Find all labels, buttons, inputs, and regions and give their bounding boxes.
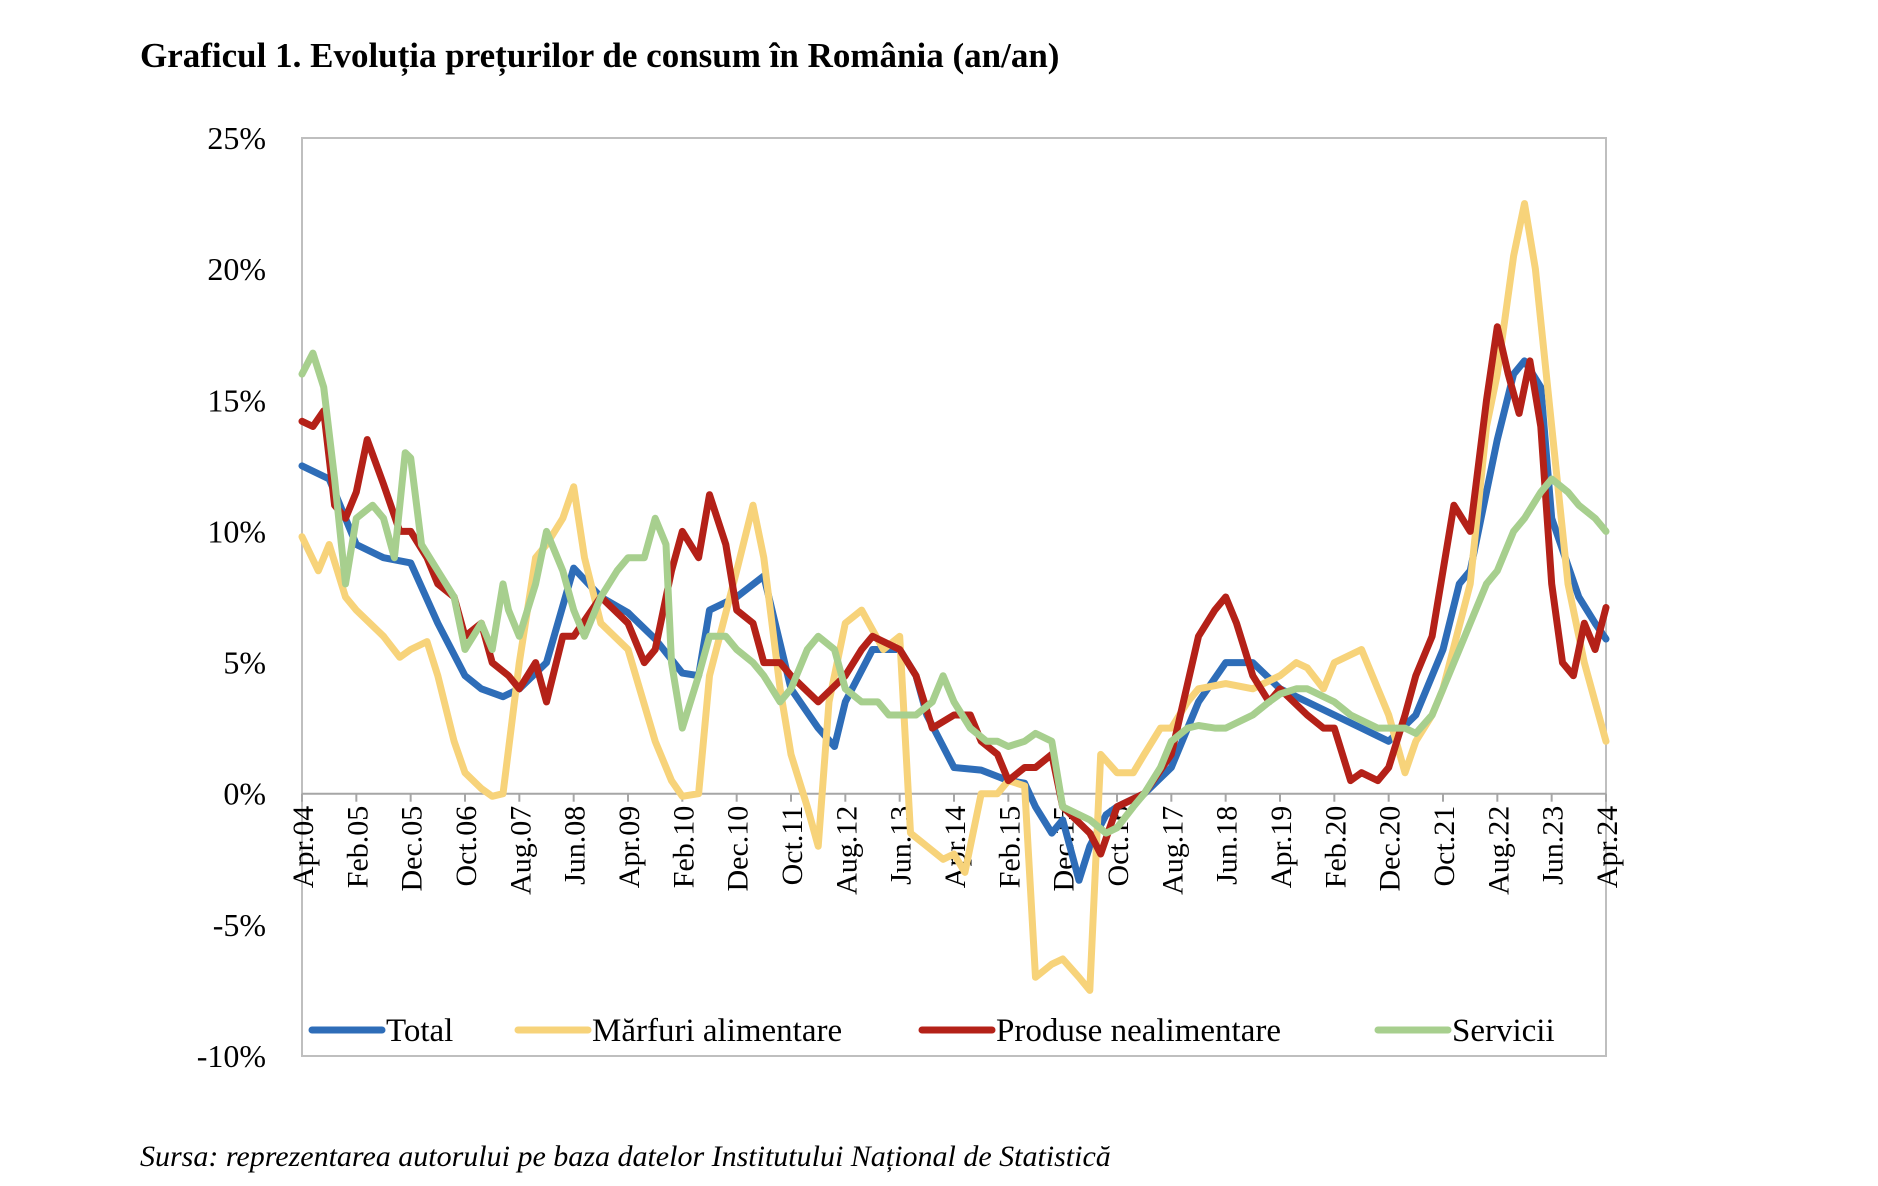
series-line-produse-nealimentare [298, 323, 1610, 858]
page-title: Graficul 1. Evoluția prețurilor de consu… [140, 36, 1060, 75]
x-tick-label: Apr.04 [287, 806, 320, 889]
x-tick-label: Jun.18 [1211, 806, 1244, 885]
y-tick-label: 20% [207, 251, 266, 287]
x-tick-label: Jun.08 [559, 806, 592, 885]
y-tick-label: 5% [223, 645, 266, 681]
y-tick-label: 15% [207, 382, 266, 418]
plot-area-border [301, 137, 1607, 1057]
x-tick-label: Apr.09 [613, 806, 646, 889]
x-tick-label: Apr.19 [1265, 806, 1298, 889]
x-tick-label: Apr.24 [1591, 806, 1624, 889]
y-tick-label: 10% [207, 513, 266, 549]
series-line-servicii [298, 349, 1610, 837]
x-tick-label: Dec.05 [396, 806, 429, 892]
x-tick-label: Aug.17 [1156, 806, 1189, 895]
y-tick-label: -10% [197, 1038, 266, 1074]
x-tick-label: Feb.20 [1319, 806, 1352, 889]
x-tick-label: Oct.21 [1428, 806, 1461, 887]
x-tick-label: Aug.22 [1482, 806, 1515, 895]
y-tick-label: 25% [207, 120, 266, 156]
series-lines [298, 200, 1610, 994]
legend-label: Mărfuri alimentare [592, 1013, 842, 1049]
y-tick-label: 0% [223, 776, 266, 812]
x-axis-ticks: Apr.04 Feb.05 Dec.05 Oct.06 Aug.07 Jun.08 Apr.… [287, 793, 1624, 895]
x-tick-label: Oct.11 [776, 806, 809, 886]
x-tick-label: Feb.05 [341, 806, 374, 889]
legend-label: Produse nealimentare [996, 1013, 1281, 1049]
x-tick-label: Feb.10 [667, 806, 700, 889]
y-axis-ticks: 25% 20% 15% 10% 5% 0% -5% -10% [197, 120, 266, 1074]
x-tick-label: Aug.07 [504, 806, 537, 895]
source-note: Sursa: reprezentarea autorului pe baza d… [140, 1140, 1111, 1173]
x-tick-label: Jun.23 [1537, 806, 1570, 885]
legend-label: Servicii [1452, 1013, 1555, 1049]
x-tick-label: Dec.10 [722, 806, 755, 892]
legend-label: Total [386, 1013, 453, 1049]
x-tick-label: Feb.15 [993, 806, 1026, 889]
x-tick-label: Dec.20 [1374, 806, 1407, 892]
x-tick-label: Oct.06 [450, 806, 483, 887]
x-tick-label: Aug.12 [830, 806, 863, 895]
y-tick-label: -5% [213, 907, 266, 943]
legend: Total Mărfuri alimentare Produse nealiment… [308, 1013, 1555, 1049]
series-line-ma-rfuri-alimentare [298, 200, 1610, 994]
